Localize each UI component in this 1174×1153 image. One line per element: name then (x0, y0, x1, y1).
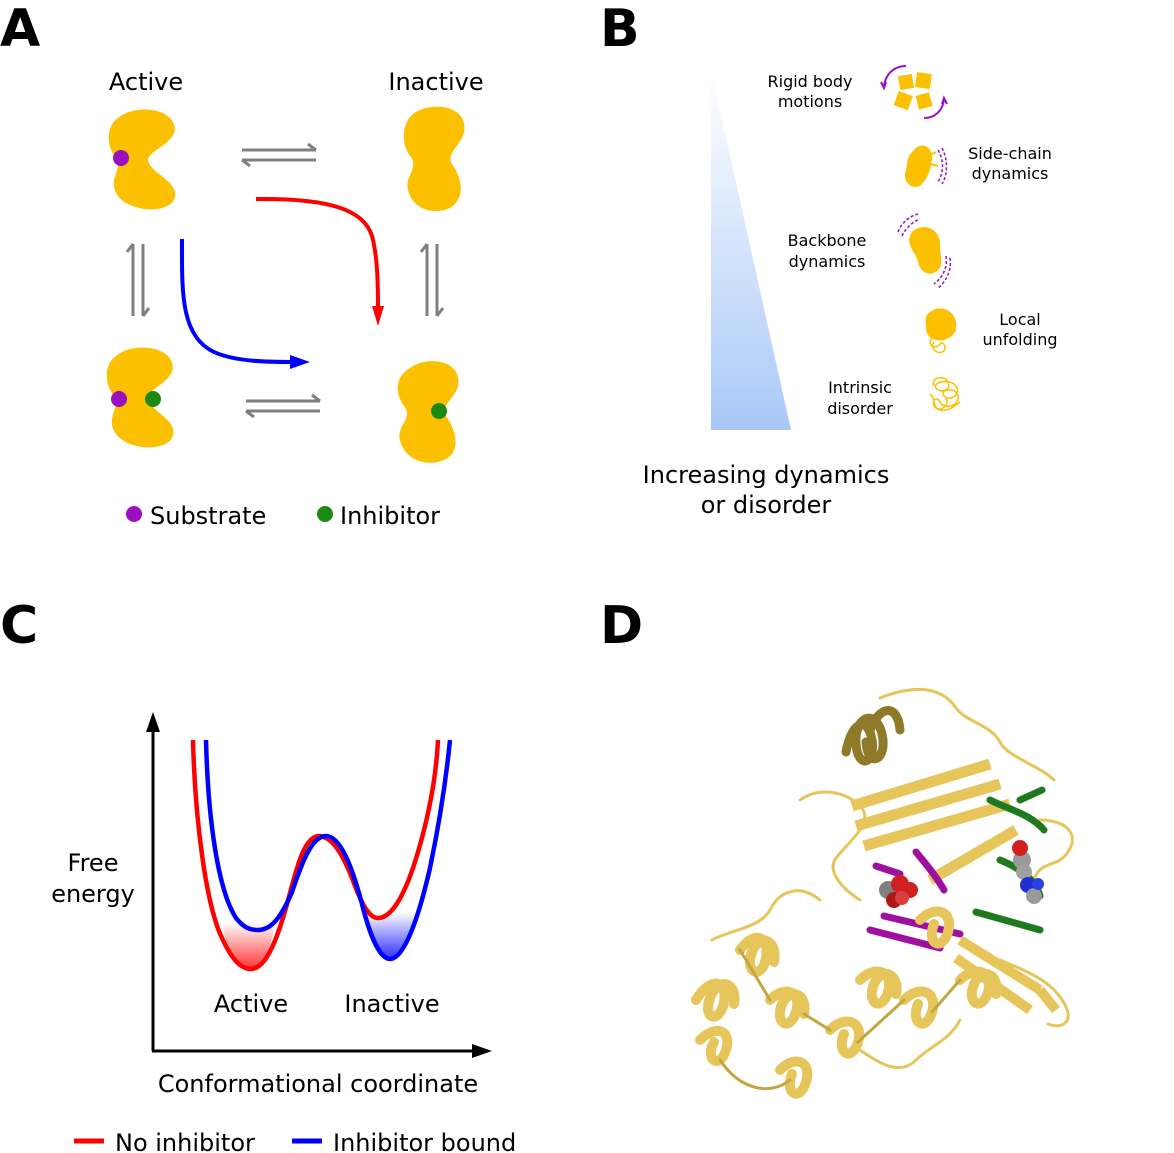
protein-inactive-inhibitor (397, 361, 459, 463)
item-side-chain-line2: dynamics (972, 164, 1049, 183)
pathway-arrow-red (255, 196, 380, 311)
side-chain-icon (904, 145, 948, 187)
legend-inhibitor-label: Inhibitor (340, 502, 440, 530)
dynamics-gradient-wedge (711, 70, 791, 430)
panel-d-letter: D (600, 596, 643, 656)
inhibitor-dot (145, 391, 161, 407)
equilibrium-arrow-top (241, 142, 317, 168)
pathway-arrowhead-red (372, 306, 384, 326)
panel-b: B Increasing dynamics or disorder Rigid … (600, 0, 1058, 519)
y-axis-label-line1: Free (68, 849, 119, 877)
item-rigid-body-line1: Rigid body (768, 72, 853, 91)
substrate-dot (111, 391, 127, 407)
x-axis-arrowhead (472, 1044, 492, 1058)
pathway-arrow-blue (179, 238, 295, 364)
panel-c-letter: C (0, 596, 38, 656)
panel-b-letter: B (600, 0, 640, 59)
energy-curve-no-inhibitor (190, 739, 441, 972)
state-label-active: Active (109, 68, 183, 96)
equilibrium-arrow-bottom (245, 393, 321, 419)
item-side-chain-line1: Side-chain (968, 144, 1052, 163)
inhibitor-dot (431, 403, 447, 419)
equilibrium-arrow-right (419, 243, 445, 317)
item-local-unfolding-line2: unfolding (982, 330, 1057, 349)
local-unfolding-icon (925, 308, 957, 354)
dynamics-axis-label-line1: Increasing dynamics (643, 461, 890, 489)
well-label-active: Active (214, 990, 288, 1018)
legend-substrate-dot (126, 506, 142, 522)
protein-inactive (403, 106, 465, 212)
intrinsic-disorder-icon (929, 376, 961, 412)
protein-structure-cartoon (691, 687, 1074, 1099)
item-disorder-line1: Intrinsic (828, 378, 892, 397)
y-axis-label-line2: energy (51, 880, 135, 908)
energy-curve-inhibitor-bound (203, 739, 453, 962)
panel-d: D (600, 596, 1074, 1099)
dynamics-axis-label-line2: or disorder (701, 491, 832, 519)
x-axis-label: Conformational coordinate (158, 1070, 478, 1098)
legend-inhibitor-dot (317, 506, 333, 522)
ligand-spheres-green-site (1012, 840, 1044, 904)
panel-a: A Active Inactive (0, 0, 484, 530)
legend-substrate-label: Substrate (150, 502, 266, 530)
panel-c: C Free energy Conformational coordinate … (0, 596, 516, 1153)
item-local-unfolding-line1: Local (999, 310, 1040, 329)
protein-active-substrate (108, 109, 176, 210)
rigid-body-icon (880, 65, 948, 119)
item-rigid-body-line2: motions (778, 92, 842, 111)
equilibrium-arrow-left (125, 243, 151, 317)
y-axis-arrowhead (146, 712, 160, 732)
item-backbone-line1: Backbone (788, 231, 867, 250)
state-label-inactive: Inactive (388, 68, 483, 96)
substrate-dot (113, 150, 129, 166)
ligand-spheres-magenta-site (879, 875, 918, 908)
protein-active-substrate-inhibitor (106, 347, 174, 448)
panel-a-letter: A (0, 0, 40, 59)
well-label-inactive: Inactive (344, 990, 439, 1018)
legend-label-no-inhibitor: No inhibitor (115, 1129, 255, 1153)
legend-label-inhibitor-bound: Inhibitor bound (333, 1129, 516, 1153)
item-disorder-line2: disorder (827, 399, 893, 418)
pathway-arrowhead-blue (290, 355, 310, 369)
item-backbone-line2: dynamics (789, 252, 866, 271)
backbone-icon (897, 213, 952, 289)
